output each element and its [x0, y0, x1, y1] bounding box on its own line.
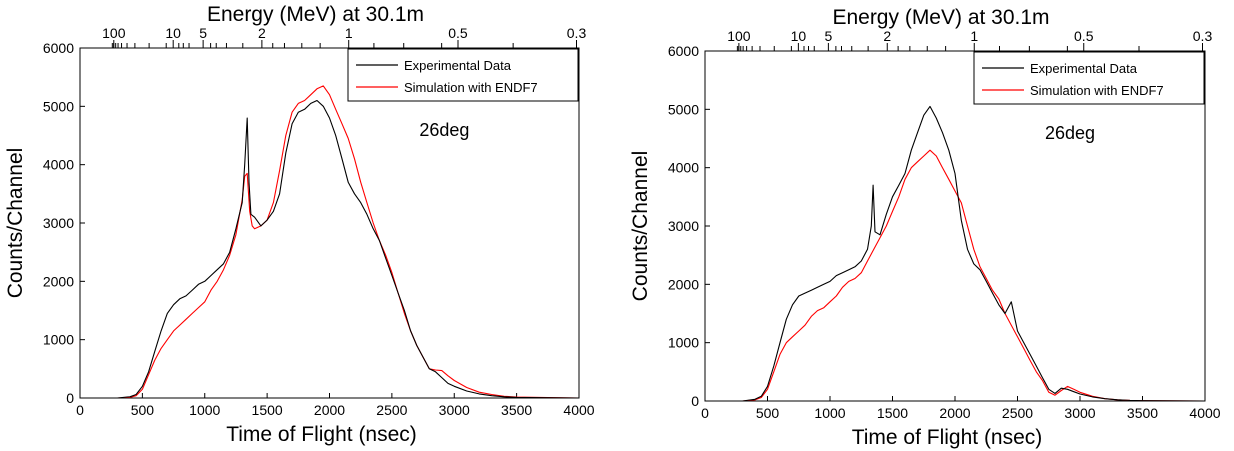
x-tick-label: 1500 [252, 402, 283, 418]
y-tick-label: 0 [691, 393, 699, 409]
x-tick-label: 4000 [563, 402, 594, 418]
chart-panel-left: 0 500 1000 1500 2000 2500 3000 3500 4000 0 1000 200… [4, 3, 595, 446]
x-tick-label: 3500 [501, 402, 532, 418]
top-tick-label: 1 [970, 28, 978, 44]
y-tick-label: 1000 [668, 335, 699, 351]
y-tick-label: 6000 [43, 40, 74, 56]
x-tick-label: 2500 [1002, 405, 1033, 421]
x-tick-label: 0 [701, 405, 709, 421]
x-tick-label: 500 [131, 402, 155, 418]
y-tick-label: 3000 [43, 215, 74, 231]
x-axis-title: Time of Flight (nsec) [852, 426, 1043, 449]
x-tick-label: 3000 [439, 402, 470, 418]
top-tick-label: 0.3 [567, 25, 587, 41]
y-tick-label: 4000 [668, 160, 699, 176]
x-tick-label: 2000 [314, 402, 345, 418]
x-tick-label: 2500 [376, 402, 407, 418]
x-tick-label: 3000 [1064, 405, 1095, 421]
top-tick-label: 5 [199, 25, 207, 41]
y-tick-label: 5000 [43, 98, 74, 114]
legend-label-simulation: Simulation with ENDF7 [1030, 83, 1164, 98]
y-tick-label: 3000 [668, 218, 699, 234]
top-tick-label: 0.3 [1193, 28, 1213, 44]
x-tick-label: 500 [756, 405, 780, 421]
y-tick-label: 4000 [43, 157, 74, 173]
y-tick-label: 5000 [668, 101, 699, 117]
legend-label-experimental: Experimental Data [404, 58, 512, 73]
top-axis-title: Energy (MeV) at 30.1m [207, 3, 424, 26]
top-tick-label: 100 [727, 28, 751, 44]
x-axis-title: Time of Flight (nsec) [226, 423, 417, 446]
y-tick-label: 1000 [43, 332, 74, 348]
x-tick-label: 1000 [189, 402, 220, 418]
angle-annotation: 26deg [1045, 123, 1095, 143]
y-axis-title: Counts/Channel [4, 148, 27, 299]
top-tick-label: 2 [883, 28, 891, 44]
y-axis-title: Counts/Channel [629, 151, 652, 302]
y-tick-label: 0 [66, 390, 74, 406]
x-tick-label: 4000 [1189, 405, 1220, 421]
chart-panel-right: 0 500 1000 1500 2000 2500 3000 3500 4000 0 1000 200… [629, 6, 1221, 449]
top-tick-label: 5 [824, 28, 832, 44]
x-tick-label: 1500 [877, 405, 908, 421]
top-tick-label: 100 [102, 25, 126, 41]
top-tick-label: 10 [165, 25, 181, 41]
top-tick-label: 0.5 [1074, 28, 1094, 44]
top-tick-label: 2 [258, 25, 266, 41]
top-tick-label: 1 [345, 25, 353, 41]
series-line-simulation [705, 149, 1205, 401]
legend-label-simulation: Simulation with ENDF7 [404, 80, 538, 95]
angle-annotation: 26deg [419, 120, 469, 140]
legend-box [347, 48, 579, 102]
top-tick-label: 10 [791, 28, 807, 44]
legend-box [973, 51, 1205, 105]
legend-label-experimental: Experimental Data [1030, 61, 1138, 76]
series-line-experimental [80, 99, 579, 398]
y-tick-label: 2000 [668, 276, 699, 292]
x-tick-label: 3500 [1127, 405, 1158, 421]
x-tick-label: 1000 [814, 405, 845, 421]
top-axis-title: Energy (MeV) at 30.1m [832, 6, 1049, 29]
series-line-experimental [705, 105, 1205, 401]
top-tick-label: 0.5 [448, 25, 468, 41]
y-tick-label: 2000 [43, 273, 74, 289]
y-tick-label: 6000 [668, 43, 699, 59]
x-tick-label: 0 [76, 402, 84, 418]
x-tick-label: 2000 [939, 405, 970, 421]
